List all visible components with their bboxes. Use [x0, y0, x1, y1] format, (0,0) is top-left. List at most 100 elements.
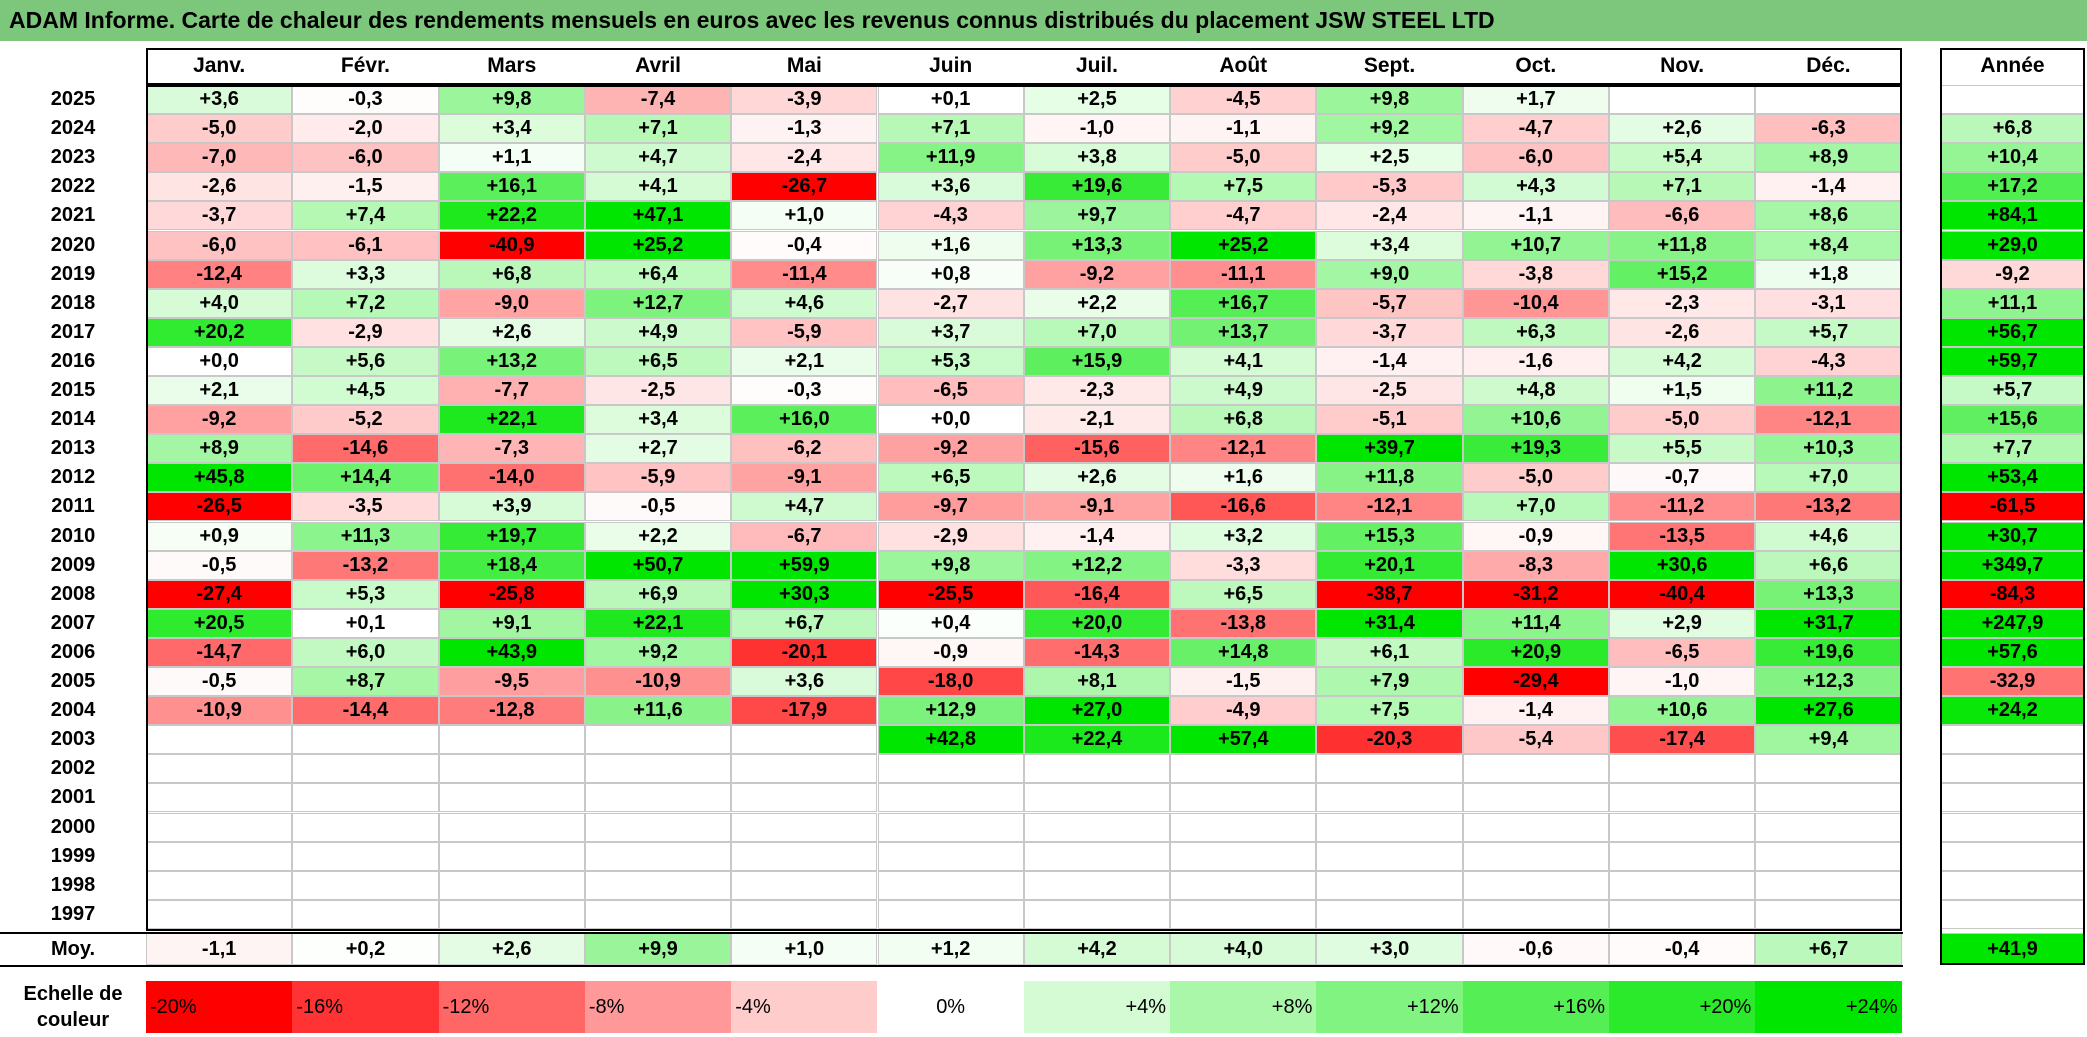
heatmap-cell: -0,3: [292, 85, 439, 115]
annual-cell: +6,8: [1940, 114, 2085, 144]
heatmap-cell: +5,5: [1609, 434, 1756, 464]
color-scale-cell: +12%: [1316, 981, 1463, 1033]
heatmap-cell: -3,7: [1316, 317, 1463, 347]
heatmap-cell: -10,4: [1462, 288, 1609, 318]
heatmap-cell: +3,2: [1170, 521, 1317, 551]
year-label: 2015: [0, 376, 146, 406]
heatmap-cell: +7,1: [877, 114, 1024, 144]
average-cell: +2,6: [438, 933, 585, 965]
heatmap-cell: +14,8: [1170, 637, 1317, 667]
heatmap-cell: -4,7: [1170, 201, 1317, 231]
heatmap-cell: [877, 841, 1024, 871]
annual-cell: +15,6: [1940, 405, 2085, 435]
heatmap-cell: +4,9: [584, 317, 732, 347]
heatmap-cell: -14,7: [146, 637, 293, 667]
year-label: 2008: [0, 579, 146, 609]
heatmap-cell: [1609, 783, 1756, 813]
annual-cell: [1940, 783, 2085, 813]
heatmap-cell: [292, 812, 439, 842]
month-header: Sept.: [1316, 48, 1463, 84]
annual-cell: +53,4: [1940, 463, 2085, 493]
average-cell: -1,1: [146, 933, 293, 965]
heatmap-cell: -14,3: [1023, 637, 1171, 667]
heatmap-cell: +2,2: [1023, 288, 1171, 318]
year-label: 2019: [0, 259, 146, 289]
heatmap-cell: -11,2: [1609, 492, 1756, 522]
annual-cell: +56,7: [1940, 317, 2085, 347]
year-label: 2014: [0, 405, 146, 435]
annual-cell: +24,2: [1940, 696, 2085, 726]
heatmap-cell: -5,0: [1170, 143, 1317, 173]
heatmap-cell: +22,2: [438, 201, 585, 231]
heatmap-cell: -2,9: [877, 521, 1024, 551]
heatmap-cell: +9,4: [1755, 725, 1902, 755]
heatmap-cell: [438, 783, 585, 813]
heatmap-cell: +19,6: [1755, 637, 1902, 667]
heatmap-cell: [1023, 754, 1171, 784]
color-scale-cell: +24%: [1755, 981, 1902, 1033]
month-header: Avril: [584, 48, 732, 84]
heatmap-cell: -7,7: [438, 376, 585, 406]
heatmap-cell: +8,1: [1023, 667, 1171, 697]
heatmap-cell: +4,2: [1609, 346, 1756, 376]
heatmap-cell: +9,8: [438, 85, 585, 115]
heatmap-cell: +1,5: [1609, 376, 1756, 406]
heatmap-cell: +15,9: [1023, 346, 1171, 376]
heatmap-cell: -2,9: [292, 317, 439, 347]
heatmap-cell: +9,1: [438, 608, 585, 638]
heatmap-cell: -12,1: [1755, 405, 1902, 435]
heatmap-cell: -12,1: [1316, 492, 1463, 522]
heatmap-cell: -40,4: [1609, 579, 1756, 609]
heatmap-cell: -5,9: [731, 317, 878, 347]
heatmap-cell: -15,6: [1023, 434, 1171, 464]
heatmap-cell: -3,8: [1462, 259, 1609, 289]
heatmap-cell: +4,3: [1462, 172, 1609, 202]
heatmap-cell: -12,1: [1170, 434, 1317, 464]
average-cell: -0,4: [1609, 933, 1756, 965]
average-cell: +0,2: [292, 933, 439, 965]
heatmap-cell: +6,4: [584, 259, 732, 289]
heatmap-cell: [438, 754, 585, 784]
heatmap-cell: [1755, 812, 1902, 842]
year-label: 2012: [0, 463, 146, 493]
annual-cell: +11,1: [1940, 288, 2085, 318]
heatmap-cell: [146, 783, 293, 813]
heatmap-cell: [1023, 899, 1171, 929]
heatmap-cell: +1,0: [731, 201, 878, 231]
heatmap-cell: +8,9: [146, 434, 293, 464]
heatmap-cell: [1755, 899, 1902, 929]
heatmap-cell: [292, 783, 439, 813]
heatmap-cell: -0,5: [146, 550, 293, 580]
heatmap-cell: -6,0: [146, 230, 293, 260]
heatmap-cell: -1,6: [1462, 346, 1609, 376]
heatmap-cell: -2,5: [1316, 376, 1463, 406]
heatmap-cell: +2,6: [1609, 114, 1756, 144]
heatmap-cell: +1,7: [1462, 85, 1609, 115]
heatmap-cell: [731, 725, 878, 755]
heatmap-cell: -9,2: [146, 405, 293, 435]
heatmap-cell: +4,6: [731, 288, 878, 318]
heatmap-cell: -6,7: [731, 521, 878, 551]
annual-cell: [1940, 870, 2085, 900]
heatmap-cell: [1316, 754, 1463, 784]
heatmap-cell: [1462, 783, 1609, 813]
year-label: 1998: [0, 870, 146, 900]
heatmap-cell: +47,1: [584, 201, 732, 231]
heatmap-cell: +4,7: [731, 492, 878, 522]
heatmap-cell: -10,9: [146, 696, 293, 726]
average-cell: +4,2: [1023, 933, 1171, 965]
heatmap-cell: -13,2: [1755, 492, 1902, 522]
heatmap-cell: +9,2: [1316, 114, 1463, 144]
heatmap-cell: -5,0: [1609, 405, 1756, 435]
month-header: Mai: [731, 48, 878, 84]
heatmap-cell: -9,2: [1023, 259, 1171, 289]
heatmap-cell: +20,2: [146, 317, 293, 347]
year-label: 2018: [0, 288, 146, 318]
heatmap-cell: +2,2: [584, 521, 732, 551]
heatmap-cell: +7,4: [292, 201, 439, 231]
heatmap-cell: +31,4: [1316, 608, 1463, 638]
heatmap-cell: +5,4: [1609, 143, 1756, 173]
heatmap-cell: -7,4: [584, 85, 732, 115]
annual-cell: [1940, 841, 2085, 871]
heatmap-cell: [1023, 841, 1171, 871]
